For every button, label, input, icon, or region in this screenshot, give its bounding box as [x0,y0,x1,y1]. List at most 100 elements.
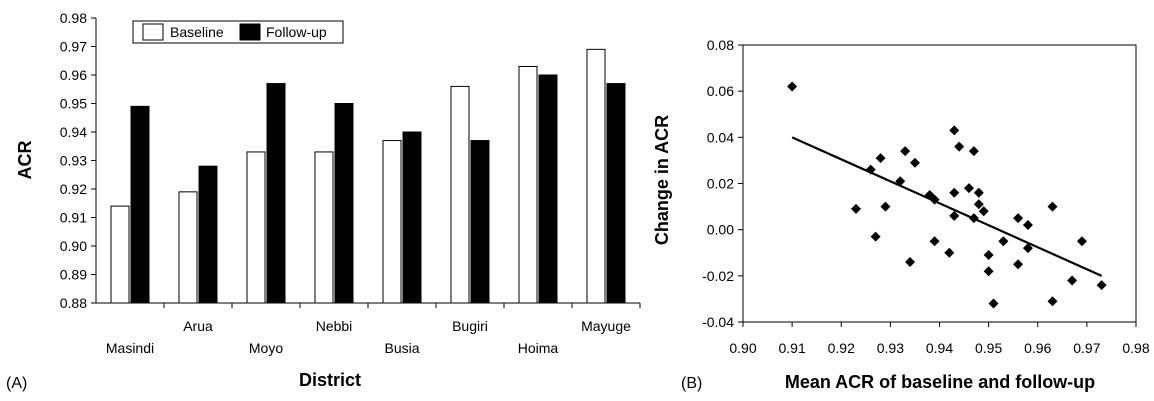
bar-chart-legend: Baseline Follow-up [132,20,344,44]
bar-y-tick-label: 0.97 [60,39,87,55]
scatter-y-tick-label: -0.02 [702,268,734,284]
category-label: Busia [384,340,419,356]
bar-y-tick-label: 0.90 [60,238,87,254]
scatter-y-tick-label: 0.06 [707,83,734,99]
legend-swatch-follow-up [239,23,261,41]
bar-follow-up-mayuge [606,83,626,304]
bar-follow-up-arua [198,165,218,304]
trend-line [791,136,1103,277]
panel-label-b: (B) [681,375,702,392]
legend-label-follow-up: Follow-up [266,24,327,40]
bar-follow-up-moyo [266,83,286,304]
scatter-point [1013,213,1024,224]
scatter-y-axis-title: Change in ACR [652,115,672,245]
scatter-x-tick-label: 0.92 [828,340,855,356]
scatter-point [787,81,798,92]
scatter-point [983,266,994,277]
scatter-chart-panel: -0.04-0.020.000.020.040.060.08 0.90 0.91 0… [652,37,1150,392]
scatter-xticks: 0.90 0.91 0.92 0.93 0.94 0.95 0.96 0.97 0.98 [729,322,1150,356]
scatter-y-tick-label: -0.04 [702,314,734,330]
panel-label-a: (A) [6,375,27,392]
scatter-point [1047,201,1058,212]
bar-chart-bars [110,48,626,304]
legend-box [132,20,344,44]
scatter-point [1076,236,1087,247]
bar-baseline-masindi [110,205,130,304]
category-label: Hoima [518,340,559,356]
bar-chart-yticks: 0.88 0.89 0.90 0.91 0.92 0.93 0.94 0.95 0.96 0.97… [60,10,96,311]
scatter-y-tick-label: 0.02 [707,176,734,192]
scatter-x-tick-label: 0.96 [1024,340,1051,356]
category-label: Masindi [106,340,154,356]
scatter-y-tick-label: 0.00 [707,222,734,238]
bar-y-tick-label: 0.88 [60,295,87,311]
bar-follow-up-nebbi [334,103,354,304]
bar-y-tick-label: 0.95 [60,96,87,112]
category-label: Moyo [249,340,283,356]
scatter-y-tick-label: 0.08 [707,37,734,53]
bar-follow-up-busia [402,131,422,304]
scatter-point [983,250,994,261]
scatter-yticks: -0.04 -0.02 0.00 0.02 0.04 0.06 0.08 [702,37,743,330]
scatter-x-tick-label: 0.97 [1073,340,1100,356]
scatter-point [880,201,891,212]
bar-baseline-busia [382,140,402,304]
scatter-point [1067,275,1078,286]
bar-follow-up-hoima [538,74,558,304]
bar-follow-up-bugiri [470,140,490,304]
bar-y-tick-label: 0.92 [60,181,87,197]
scatter-point [1022,243,1033,254]
scatter-point [1047,296,1058,307]
legend-swatch-baseline [142,23,164,41]
bar-chart-panel: 0.88 0.89 0.90 0.91 0.92 0.93 0.94 0.95 0.96 0.97… [6,10,641,392]
scatter-point [1013,259,1024,270]
scatter-point [944,247,955,258]
scatter-point [909,157,920,168]
scatter-point [954,141,965,152]
scatter-point [998,236,1009,247]
bar-y-tick-label: 0.89 [60,267,87,283]
scatter-point [850,203,861,214]
bar-chart-x-axis-title: District [299,370,361,390]
category-label: Bugiri [452,318,488,334]
scatter-point [870,231,881,242]
bar-y-tick-label: 0.93 [60,153,87,169]
legend-label-baseline: Baseline [170,24,224,40]
scatter-point [978,206,989,217]
scatter-point [949,125,960,136]
scatter-x-tick-label: 0.95 [975,340,1002,356]
scatter-x-tick-label: 0.91 [779,340,806,356]
scatter-point [929,236,940,247]
scatter-y-tick-label: 0.04 [707,129,734,145]
scatter-point [1096,280,1107,291]
bar-baseline-nebbi [314,151,334,304]
bar-y-tick-label: 0.94 [60,124,87,140]
category-label: Mayuge [581,318,631,334]
scatter-point [905,256,916,267]
scatter-point [988,298,999,309]
scatter-point [1022,220,1033,231]
scatter-x-tick-label: 0.98 [1122,340,1149,356]
scatter-point [973,199,984,210]
bar-baseline-hoima [518,65,538,304]
scatter-point [949,187,960,198]
scatter-point [875,153,886,164]
scatter-x-axis-title: Mean ACR of baseline and follow-up [785,372,1095,392]
bar-follow-up-masindi [130,105,150,304]
category-label: Arua [183,318,213,334]
scatter-x-tick-label: 0.90 [729,340,756,356]
bar-chart-y-axis-title: ACR [15,141,35,180]
bar-y-tick-label: 0.91 [60,210,87,226]
scatter-point [973,187,984,198]
scatter-x-tick-label: 0.93 [877,340,904,356]
bar-y-tick-label: 0.98 [60,10,87,26]
bar-baseline-moyo [246,151,266,304]
scatter-point [900,146,911,157]
bar-baseline-bugiri [450,85,470,304]
scatter-x-tick-label: 0.94 [926,340,953,356]
bar-y-tick-label: 0.96 [60,67,87,83]
bar-baseline-arua [178,191,198,304]
bar-chart-category-labels: Masindi Arua Moyo Nebbi Busia Bugiri Hoima Mayu… [106,303,641,356]
bar-baseline-mayuge [586,48,606,304]
